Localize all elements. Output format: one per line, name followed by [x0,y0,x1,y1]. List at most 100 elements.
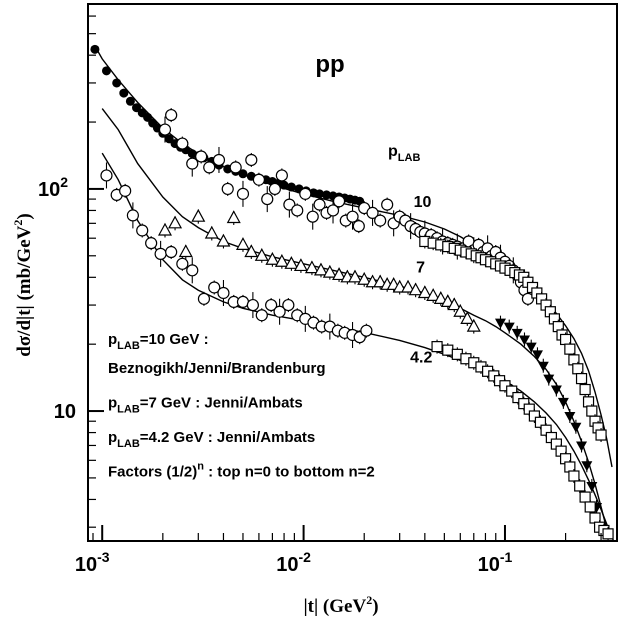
data-point [304,260,319,276]
data-point [204,225,219,241]
data-point [534,415,547,430]
data-point [352,219,365,234]
data-point [197,291,211,306]
curve-label-0: 10 [414,194,432,211]
data-point [332,194,346,209]
data-point [347,269,363,285]
data-point [246,292,259,319]
data-point [282,298,295,313]
axis-ticks [88,15,602,541]
data-point [357,272,372,287]
data-point [226,210,241,225]
data-point [221,181,234,196]
data-point [119,88,129,98]
data-point [557,394,569,409]
data-point [265,251,280,267]
data-point [284,256,299,271]
data-point [176,136,189,151]
data-points [90,44,614,541]
data-point [564,342,576,357]
y-tick-label: 10 [54,401,76,423]
y-tick-label: 102 [38,174,68,201]
plot-frame [87,3,618,542]
data-point [154,240,167,267]
data-point [346,203,359,230]
data-point [275,168,288,183]
data-point [299,186,312,201]
data-point [521,291,535,306]
data-point [273,298,286,325]
data-point [136,223,149,238]
data-point [191,208,206,224]
data-point [408,282,423,298]
data-point [494,315,506,330]
data-point [426,288,441,303]
data-point [286,182,296,192]
data-point [466,318,481,334]
data-point [255,308,268,323]
data-point [244,244,259,260]
data-point [254,248,269,263]
data-point [381,197,394,212]
axis-tick-labels: 10-3 10-2 10-1 10 102 [38,174,513,576]
data-point [373,274,388,290]
data-point [574,478,586,493]
data-point [291,203,304,218]
data-point [217,279,230,306]
data-point [322,264,337,280]
data-point [431,339,443,354]
data-point [460,311,475,326]
data-point [543,371,555,386]
data-point [313,197,326,212]
data-point [203,160,216,175]
data-point [401,279,416,295]
data-point [568,469,580,484]
data-point [126,202,139,229]
data-point [168,215,183,231]
data-point [576,438,588,453]
data-point [442,343,454,358]
data-point [158,116,172,143]
data-point [265,298,278,313]
data-point [332,267,347,282]
data-point [440,294,455,309]
curve-label-2: 4.2 [410,350,432,367]
data-point [503,319,515,334]
curve-label-1: 7 [416,260,425,277]
data-point [579,382,591,397]
x-axis-title-end: ) [372,596,378,617]
curve-labels: 10 7 4.2 [410,194,432,367]
data-point [274,254,289,269]
data-point [176,256,189,271]
data-point [235,237,250,252]
y-axis-title: dσ/d|t| (mb/GeV2) [11,213,35,356]
data-point [313,262,328,278]
data-point [453,303,468,319]
y-axis-title-sup: 2 [11,220,25,226]
data-point [178,244,193,260]
data-point [165,245,178,260]
data-point [506,384,518,399]
data-point [101,66,111,76]
data-point [366,199,379,226]
annotation-line-2: pLAB=7 GeV : Jenni/Ambats [108,395,303,416]
data-point [279,180,289,190]
x-axis-title: |t| (GeV2) [303,593,378,617]
data-point [392,279,407,295]
y-axis-title-end: ) [14,213,35,219]
annotation-line-4: Factors (1/2)n : top n=0 to bottom n=2 [108,461,375,481]
data-point [360,323,373,338]
data-point [216,233,231,249]
data-point [186,150,199,177]
data-point [261,186,274,213]
data-point [511,325,523,340]
data-point [586,478,598,493]
data-point [125,96,135,106]
annotation-line-1: Beznogikh/Jenni/Brandenburg [108,360,326,377]
data-point [531,347,543,362]
plab-header-main: p [388,143,398,160]
data-point [100,162,113,189]
data-point [550,382,562,397]
data-point [112,78,122,88]
data-point [186,257,199,284]
